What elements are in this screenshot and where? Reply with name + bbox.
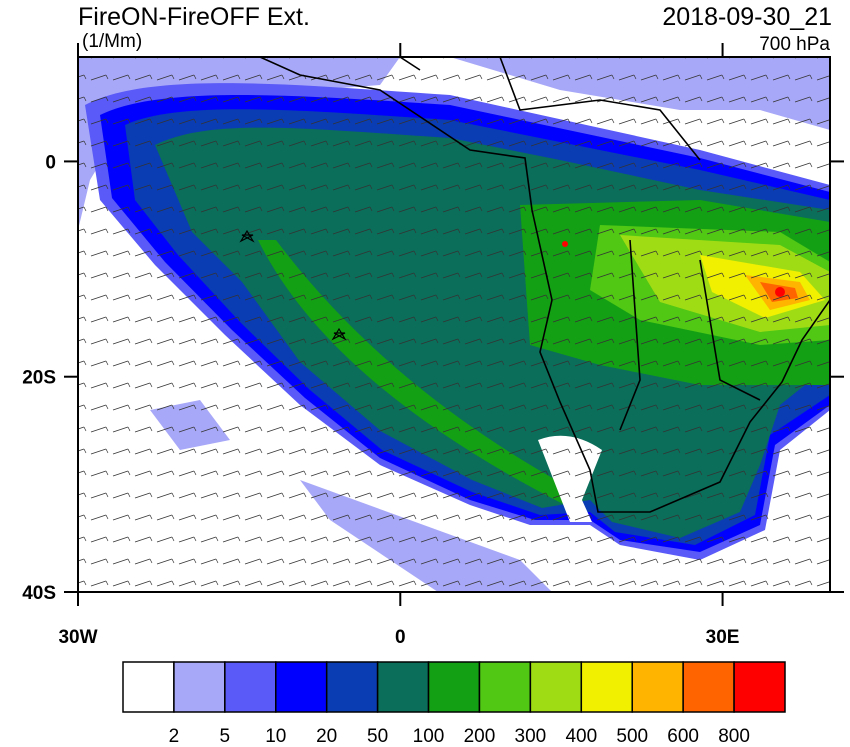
colorbar-label: 5 [220, 726, 231, 747]
field [78, 57, 830, 592]
time: 2018-09-30_21 [662, 3, 832, 31]
x-tick-label: 0 [395, 627, 406, 648]
y-tick-label: 0 [45, 152, 56, 173]
x-tick-label: 30E [706, 627, 740, 648]
colorbar-box [478, 661, 532, 713]
colorbar-label: 50 [367, 726, 388, 747]
colorbar-label: 2 [169, 726, 180, 747]
colorbar-box [631, 661, 684, 713]
colorbar-box [529, 661, 583, 713]
x-tick-label: 30W [58, 627, 97, 648]
colorbar-box [224, 661, 277, 713]
colorbar-label: 800 [718, 726, 750, 747]
colorbar: 2 5 10 20 50 100 200 300 400 500 600 800 [122, 661, 786, 747]
colorbar-label: 10 [265, 726, 286, 747]
colorbar-label: 400 [565, 726, 597, 747]
level: 700 hPa [759, 34, 830, 55]
colorbar-box [733, 661, 786, 713]
colorbar-label: 500 [616, 726, 648, 747]
colorbar-label: 20 [316, 726, 337, 747]
colorbar-label: 100 [413, 726, 445, 747]
colorbar-box [682, 661, 735, 713]
colorbar-box [173, 661, 226, 713]
colorbar-box [325, 661, 379, 713]
plot-frame [77, 56, 831, 593]
colorbar-box [376, 661, 430, 713]
axes: 30W 0 30E 0 20S 40S [22, 43, 844, 648]
colorbar-box [122, 661, 175, 713]
colorbar-label: 600 [667, 726, 699, 747]
units: (1/Mm) [82, 31, 142, 52]
colorbar-label: 300 [515, 726, 547, 747]
title: FireON-FireOFF Ext. [78, 3, 310, 31]
colorbar-label: 200 [464, 726, 496, 747]
y-tick-label: 40S [22, 583, 56, 604]
y-tick-label: 20S [22, 368, 56, 389]
colorbar-box [580, 661, 633, 713]
colorbar-box [427, 661, 481, 713]
colorbar-box [275, 661, 328, 713]
